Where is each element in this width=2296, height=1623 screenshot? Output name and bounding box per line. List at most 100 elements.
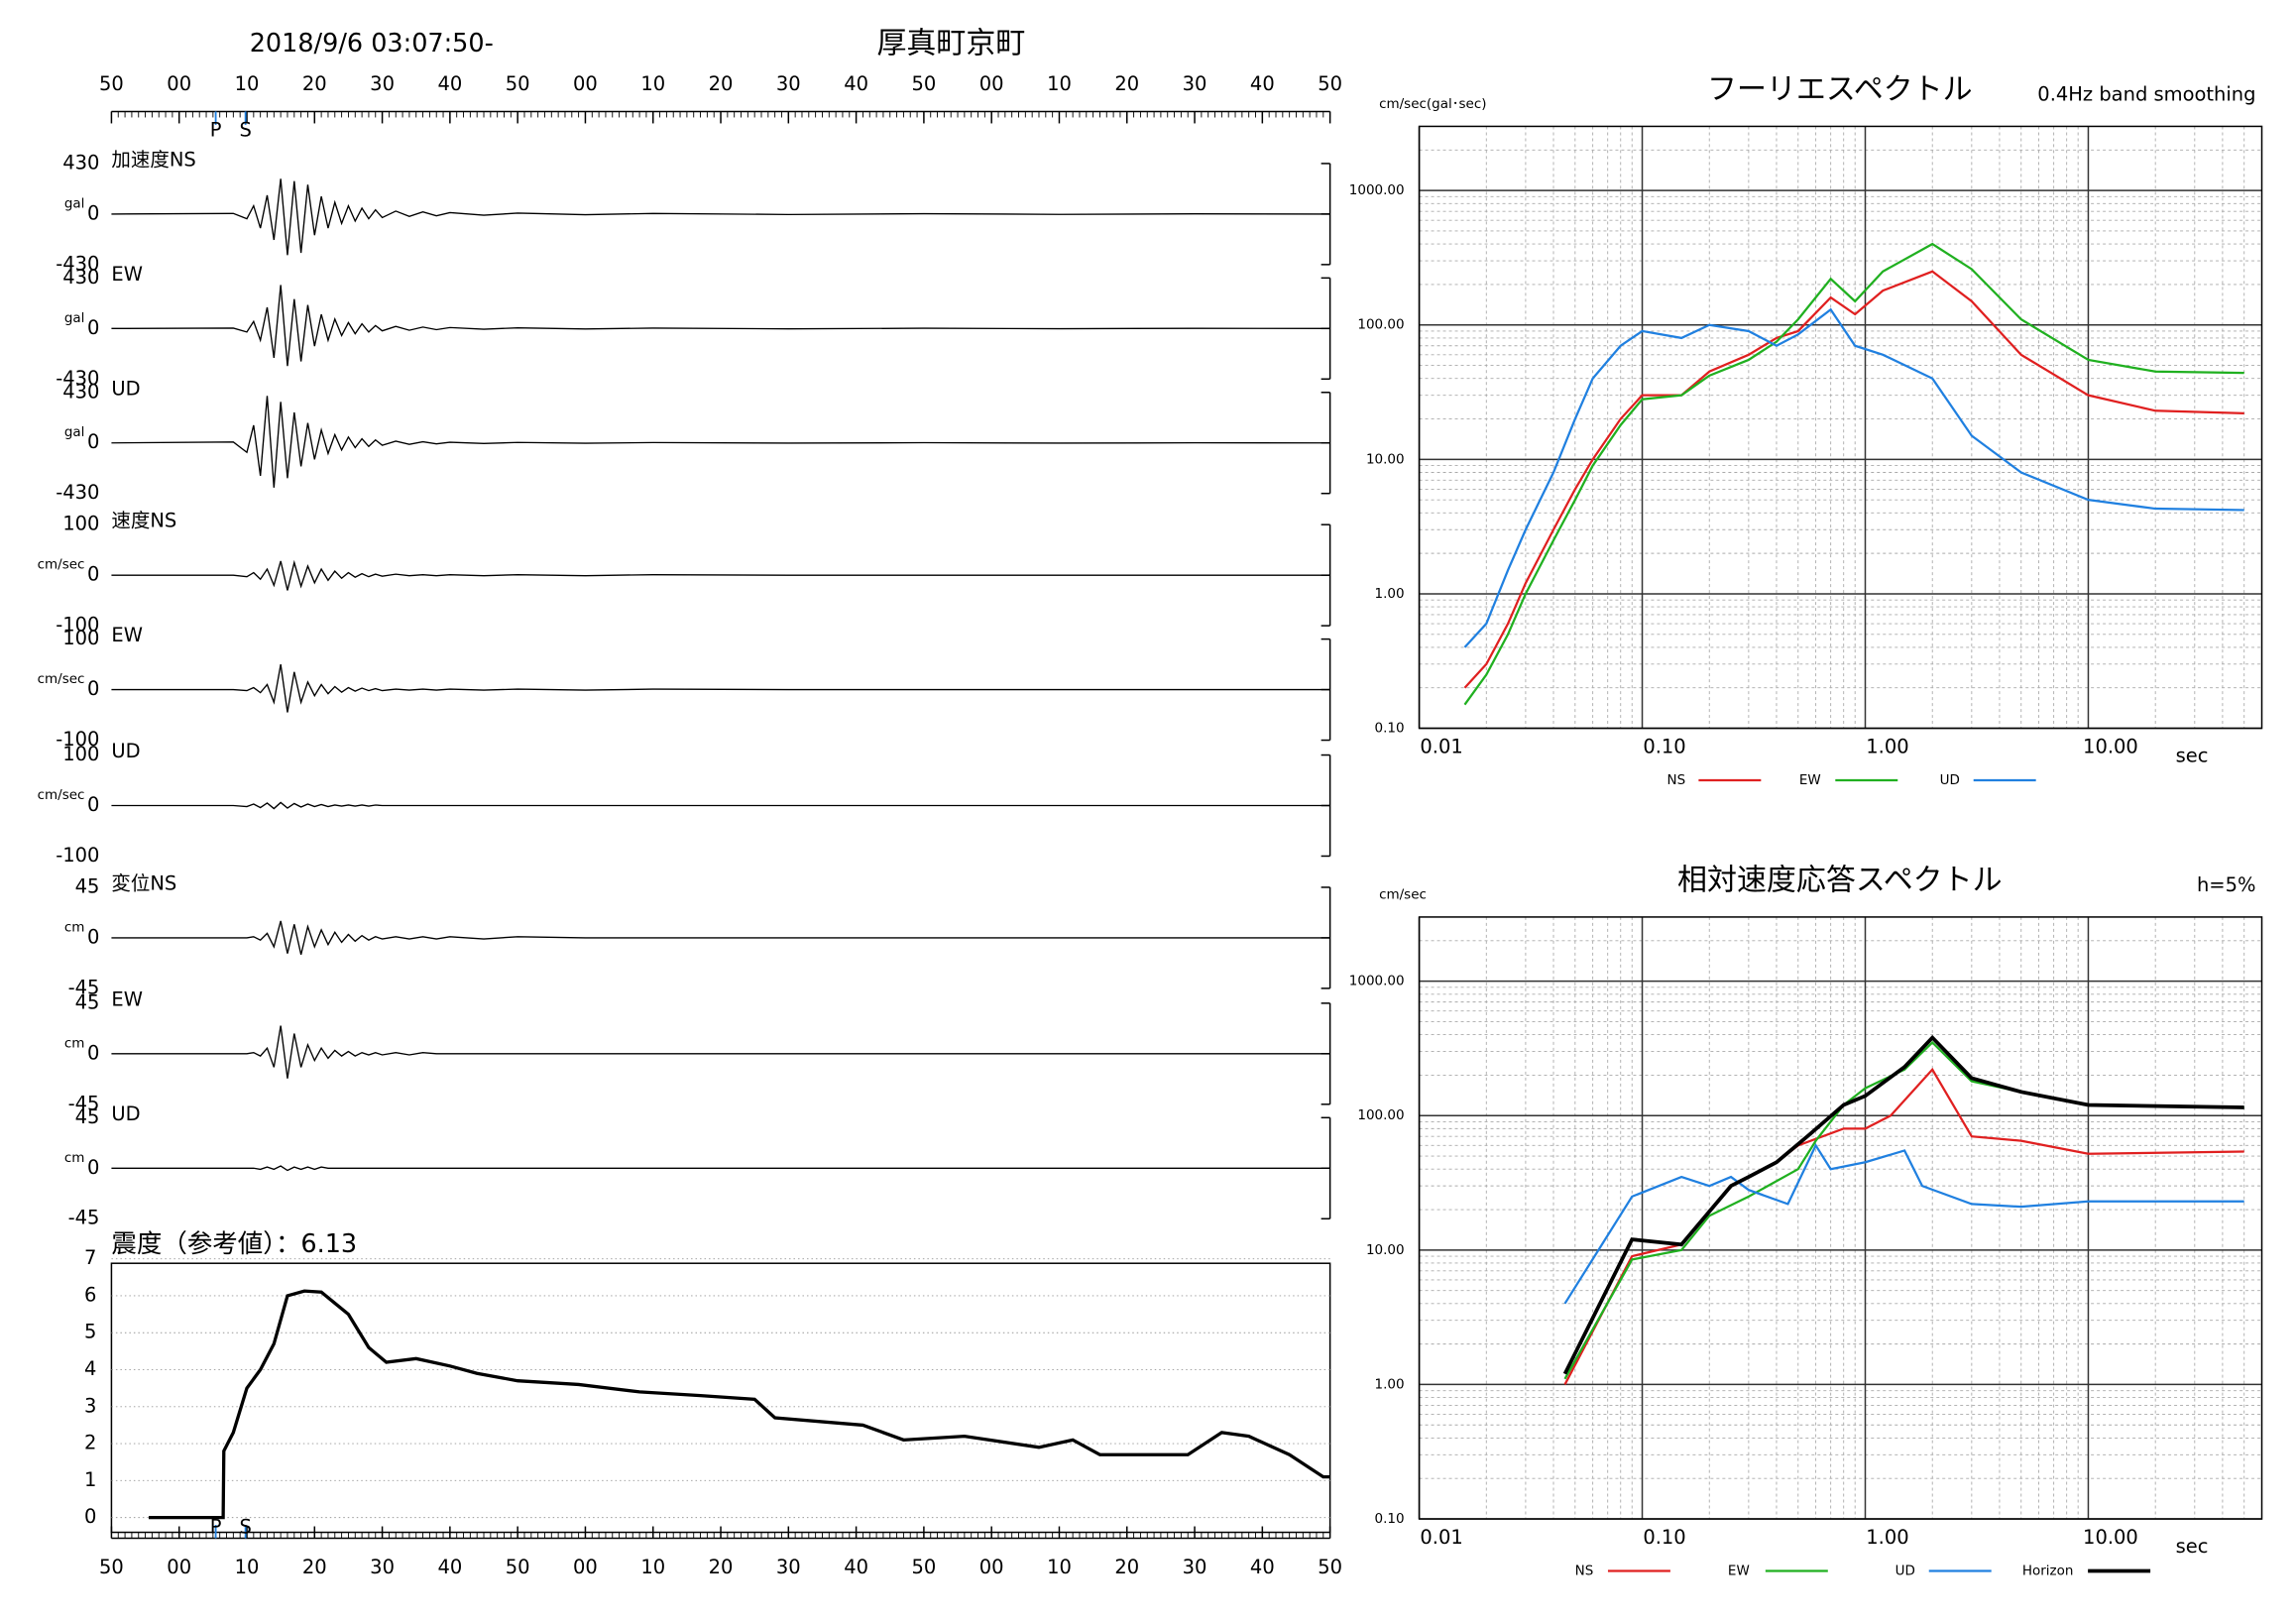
y-tick-label: -45 xyxy=(68,1207,100,1229)
y-tick-label: 0.10 xyxy=(1375,1511,1405,1527)
y-tick-label: -430 xyxy=(56,252,99,275)
x-tick-label: 20 xyxy=(302,1556,327,1578)
waveform xyxy=(111,285,1330,367)
x-tick-label: 00 xyxy=(167,1556,191,1578)
x-tick-label: 10 xyxy=(1047,72,1072,95)
trace-unit: cm xyxy=(64,919,85,935)
spectrum-subtitle: 0.4Hz band smoothing xyxy=(2037,82,2255,105)
y-tick-label: 10.00 xyxy=(1366,451,1405,467)
y-tick-label: 100.00 xyxy=(1357,317,1404,333)
y-axis-label: cm/sec(gal･sec) xyxy=(1379,96,1486,112)
x-tick-label: 0.10 xyxy=(1643,1526,1685,1549)
x-tick-label: 50 xyxy=(912,1556,937,1578)
x-tick-label: 0.01 xyxy=(1420,1526,1462,1549)
x-tick-label: 10 xyxy=(235,72,260,95)
spectrum-subtitle: h=5% xyxy=(2197,873,2256,896)
waveform xyxy=(111,559,1330,591)
x-tick-label: 10 xyxy=(640,72,665,95)
trace-name: EW xyxy=(111,987,143,1010)
y-tick-label: 0 xyxy=(87,430,99,453)
x-axis-label: sec xyxy=(2176,1535,2209,1558)
y-tick-label: 2 xyxy=(84,1432,96,1454)
waveform xyxy=(111,801,1330,810)
wave-subtitle: 2018/9/6 03:07:50- xyxy=(250,29,494,58)
intensity-title: 震度（参考値）：6.13 xyxy=(111,1229,357,1259)
x-tick-label: 1.00 xyxy=(1866,1526,1908,1549)
y-tick-label: -45 xyxy=(68,1092,100,1114)
trace-name: UD xyxy=(111,740,140,762)
x-tick-label: 40 xyxy=(437,72,462,95)
legend-label: UD xyxy=(1895,1564,1915,1579)
plot-frame xyxy=(1418,125,2263,730)
trace-unit: cm/sec xyxy=(38,787,85,803)
trace-name: 変位NS xyxy=(111,871,176,894)
x-tick-label: 50 xyxy=(912,72,937,95)
y-tick-label: -45 xyxy=(68,976,100,998)
x-tick-label: 50 xyxy=(1318,72,1342,95)
x-tick-label: 40 xyxy=(1250,72,1275,95)
trace-unit: gal xyxy=(64,310,85,326)
y-tick-label: 0 xyxy=(87,677,99,700)
x-tick-label: 30 xyxy=(370,1556,395,1578)
trace-unit: cm/sec xyxy=(38,557,85,573)
x-tick-label: 40 xyxy=(1250,1556,1275,1578)
x-tick-label: 10.00 xyxy=(2083,736,2138,758)
x-axis-label: sec xyxy=(2176,745,2209,767)
x-tick-label: 30 xyxy=(370,72,395,95)
legend-label: NS xyxy=(1575,1564,1594,1579)
trace-unit: cm xyxy=(64,1150,85,1166)
x-tick-label: 50 xyxy=(506,72,530,95)
x-tick-label: 20 xyxy=(1114,72,1139,95)
series-line xyxy=(1563,1067,2244,1385)
y-tick-label: 1000.00 xyxy=(1349,182,1405,198)
trace-name: UD xyxy=(111,377,140,400)
x-tick-label: 20 xyxy=(709,1556,734,1578)
intensity-line xyxy=(148,1289,1330,1520)
waveform xyxy=(111,920,1330,956)
legend-label: EW xyxy=(1728,1564,1750,1579)
x-tick-label: 0.10 xyxy=(1643,736,1685,758)
y-tick-label: 1.00 xyxy=(1375,1376,1405,1392)
x-tick-label: 10 xyxy=(235,1556,260,1578)
series-line xyxy=(1563,1142,2244,1305)
trace-name: EW xyxy=(111,624,143,646)
y-tick-label: -100 xyxy=(56,728,99,751)
y-tick-label: 0 xyxy=(87,201,99,224)
trace-unit: gal xyxy=(64,424,85,440)
y-tick-label: -100 xyxy=(56,614,99,637)
waveform xyxy=(111,178,1330,256)
y-axis-label: cm/sec xyxy=(1379,886,1427,902)
x-tick-label: 00 xyxy=(573,1556,598,1578)
y-tick-label: 100 xyxy=(62,743,99,765)
x-tick-label: 30 xyxy=(1183,1556,1207,1578)
x-tick-label: 40 xyxy=(437,1556,462,1578)
y-tick-label: 0 xyxy=(87,316,99,339)
phase-label: P xyxy=(210,118,222,141)
y-tick-label: 4 xyxy=(84,1357,96,1380)
x-tick-label: 40 xyxy=(844,72,868,95)
series-line xyxy=(1563,1040,2244,1380)
y-tick-label: 0 xyxy=(87,925,99,948)
trace-name: EW xyxy=(111,263,143,286)
x-tick-label: 30 xyxy=(1183,72,1207,95)
trace-unit: cm/sec xyxy=(38,671,85,687)
y-tick-label: 1000.00 xyxy=(1349,974,1405,989)
trace-name: UD xyxy=(111,1102,140,1125)
series-line xyxy=(1463,270,2244,689)
phase-label: S xyxy=(239,118,251,141)
wave-title: 厚真町京町 xyxy=(876,27,1025,61)
y-tick-label: 10.00 xyxy=(1366,1242,1405,1258)
y-tick-label: 1 xyxy=(84,1468,96,1491)
y-tick-label: 45 xyxy=(75,990,100,1013)
trace-name: 速度NS xyxy=(111,510,176,532)
phase-label: P xyxy=(210,1516,222,1539)
legend-label: EW xyxy=(1799,772,1821,788)
trace-unit: gal xyxy=(64,195,85,211)
x-tick-label: 20 xyxy=(709,72,734,95)
x-tick-label: 50 xyxy=(1318,1556,1342,1578)
x-tick-label: 30 xyxy=(776,72,801,95)
y-tick-label: 100 xyxy=(62,513,99,535)
x-tick-label: 00 xyxy=(167,72,191,95)
series-line xyxy=(1463,307,2244,648)
